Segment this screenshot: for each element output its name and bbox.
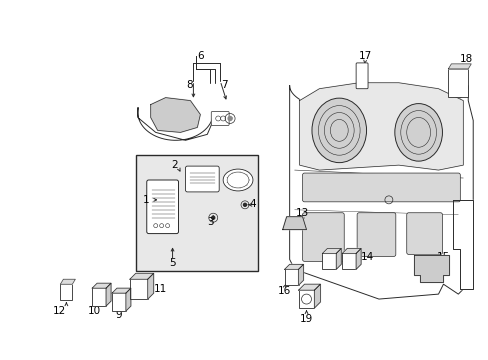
Polygon shape xyxy=(447,64,470,69)
Polygon shape xyxy=(126,288,131,311)
Polygon shape xyxy=(355,248,360,269)
Ellipse shape xyxy=(311,98,366,163)
FancyBboxPatch shape xyxy=(355,63,367,89)
Ellipse shape xyxy=(226,172,248,188)
Polygon shape xyxy=(289,86,472,299)
Polygon shape xyxy=(299,83,462,170)
Text: 8: 8 xyxy=(186,80,192,90)
Text: 2: 2 xyxy=(171,160,178,170)
Text: 1: 1 xyxy=(142,195,149,205)
Polygon shape xyxy=(147,273,153,299)
Polygon shape xyxy=(92,283,111,288)
Text: 16: 16 xyxy=(278,286,291,296)
Ellipse shape xyxy=(394,104,442,161)
Text: 6: 6 xyxy=(197,51,203,61)
FancyBboxPatch shape xyxy=(342,253,355,269)
Text: 11: 11 xyxy=(154,284,167,294)
Polygon shape xyxy=(342,248,360,253)
Circle shape xyxy=(211,216,214,219)
FancyBboxPatch shape xyxy=(356,213,395,256)
Polygon shape xyxy=(413,255,448,282)
Polygon shape xyxy=(150,98,200,132)
FancyBboxPatch shape xyxy=(61,284,72,300)
FancyBboxPatch shape xyxy=(211,112,229,125)
Text: 9: 9 xyxy=(116,310,122,320)
Polygon shape xyxy=(112,288,131,293)
Polygon shape xyxy=(322,248,341,253)
FancyBboxPatch shape xyxy=(146,180,178,234)
FancyBboxPatch shape xyxy=(130,279,147,299)
Text: 4: 4 xyxy=(249,199,256,209)
Polygon shape xyxy=(130,273,153,279)
Circle shape xyxy=(243,203,246,206)
Polygon shape xyxy=(336,248,341,269)
FancyBboxPatch shape xyxy=(302,213,344,261)
Circle shape xyxy=(228,117,232,121)
Text: 17: 17 xyxy=(358,51,371,61)
Text: 13: 13 xyxy=(295,208,308,218)
Text: 14: 14 xyxy=(360,252,373,262)
Polygon shape xyxy=(61,279,75,284)
Ellipse shape xyxy=(223,169,252,191)
Text: 3: 3 xyxy=(206,217,213,227)
FancyBboxPatch shape xyxy=(92,288,106,306)
FancyBboxPatch shape xyxy=(302,173,459,202)
Text: 7: 7 xyxy=(221,80,227,90)
Polygon shape xyxy=(298,264,303,285)
FancyBboxPatch shape xyxy=(185,166,219,192)
Polygon shape xyxy=(284,264,303,269)
Polygon shape xyxy=(298,284,320,290)
FancyBboxPatch shape xyxy=(406,213,442,255)
Bar xyxy=(136,155,257,271)
Polygon shape xyxy=(282,217,306,230)
Text: 15: 15 xyxy=(436,252,449,262)
Polygon shape xyxy=(452,200,472,289)
Polygon shape xyxy=(314,284,320,308)
FancyBboxPatch shape xyxy=(322,253,336,269)
Text: 10: 10 xyxy=(87,306,101,316)
Text: 12: 12 xyxy=(53,306,66,316)
Polygon shape xyxy=(138,108,213,140)
FancyBboxPatch shape xyxy=(447,69,468,96)
Text: 19: 19 xyxy=(299,314,312,324)
FancyBboxPatch shape xyxy=(284,269,298,285)
FancyBboxPatch shape xyxy=(298,290,314,308)
Text: 5: 5 xyxy=(169,258,176,268)
Text: 18: 18 xyxy=(459,54,472,64)
FancyBboxPatch shape xyxy=(112,293,126,311)
Polygon shape xyxy=(106,283,111,306)
